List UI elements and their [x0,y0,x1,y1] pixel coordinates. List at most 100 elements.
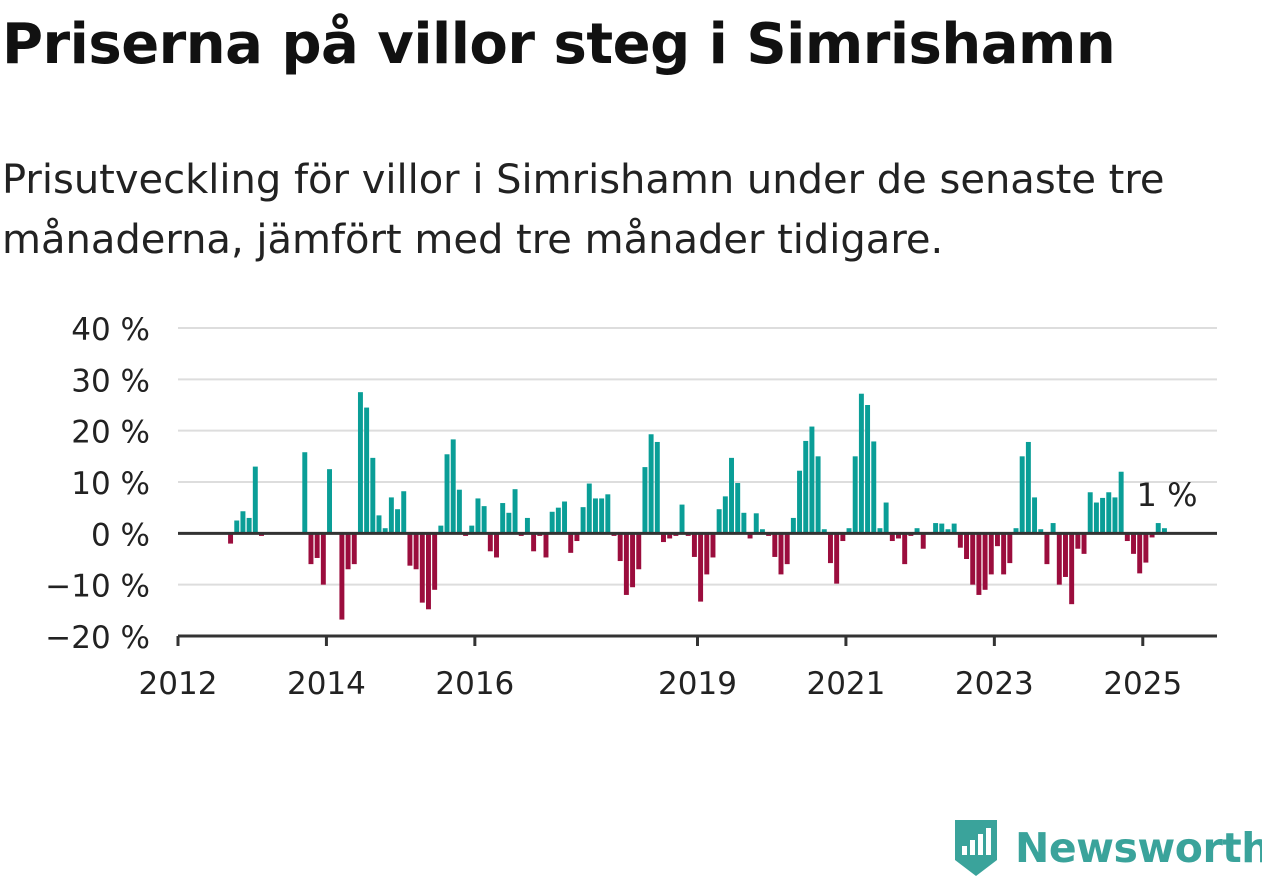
page-title: Priserna på villor steg i Simrishamn [2,12,1116,77]
chart-axes: 40 % 30 % 20 % 10 % 0 % −10 % −20 % 2012 2014 201… [45,312,1217,702]
bar [797,470,803,534]
bar [1118,471,1124,534]
bar [531,533,537,552]
bar [364,407,370,534]
bar [648,434,654,534]
bar [877,528,883,534]
bar [512,489,518,534]
bar [1075,533,1081,549]
bar [568,533,574,553]
bar [1155,523,1161,534]
bar [772,533,778,557]
bar [759,529,765,534]
bar [240,511,246,534]
bar [432,533,438,590]
bar [438,525,444,534]
bar [858,393,864,534]
bar [481,506,487,534]
bar [1044,533,1050,565]
bar [419,533,425,603]
x-tick-label: 2016 [435,666,514,702]
bar [865,405,871,534]
x-tick-label: 2012 [139,666,218,702]
bar [1001,533,1007,575]
bar [654,441,660,534]
bar [1161,528,1167,534]
bar [1100,497,1106,534]
bar [500,503,506,534]
bar [1056,533,1062,585]
bar [228,533,234,544]
bar [308,533,314,565]
bar [234,520,240,534]
bar [450,439,456,534]
bar [1025,441,1031,534]
bar [524,517,530,534]
bar [555,507,561,534]
brand-logo[interactable]: Newsworthy [951,818,1262,878]
bar [314,533,320,558]
bar [784,533,790,565]
bar [382,528,388,534]
y-tick-label: 20 % [71,415,150,451]
bar [543,533,549,558]
brand-name: Newsworthy [1015,824,1262,872]
bar [252,466,258,534]
y-tick-label: 30 % [71,363,150,399]
bar [487,533,493,552]
bar [1007,533,1013,564]
bar [395,509,401,534]
bar [1093,502,1099,534]
bar [778,533,784,575]
bar [586,483,592,534]
bar [1038,529,1044,534]
bar [1137,533,1143,574]
bar [370,457,376,534]
bar [729,457,734,534]
bar [661,533,666,543]
bar [1112,497,1118,534]
y-tick-label: 0 % [91,517,150,553]
bar [945,529,951,534]
bar [809,426,815,534]
x-tick-label: 2019 [658,666,737,702]
bar [592,498,598,534]
bar [401,491,407,534]
bar [957,533,963,548]
bar [1143,533,1149,563]
bar [574,533,580,542]
bar [970,533,976,585]
bar [994,533,1000,547]
bar [889,533,895,542]
bar [840,533,846,542]
bar [834,533,840,584]
bar [704,533,710,575]
bar [1069,533,1075,605]
bar [1106,492,1112,534]
bar [339,533,345,620]
bar [741,512,747,534]
bar [320,533,326,585]
bar [852,456,858,534]
bar [710,533,716,558]
bar [803,440,809,534]
bar [1013,528,1019,534]
bar [549,511,555,534]
bar [914,528,920,534]
bar [1149,533,1155,538]
bar [883,502,889,534]
bar [933,523,939,534]
bar [636,533,642,570]
bar [679,504,685,534]
bar [388,497,394,534]
x-tick-label: 2014 [287,666,366,702]
bar [642,467,648,534]
bar [815,456,821,534]
bar [351,533,357,565]
bar [735,483,741,534]
bar [747,533,753,539]
bar [475,498,481,534]
bar [827,533,833,564]
bar [846,528,852,534]
bar [494,533,499,558]
